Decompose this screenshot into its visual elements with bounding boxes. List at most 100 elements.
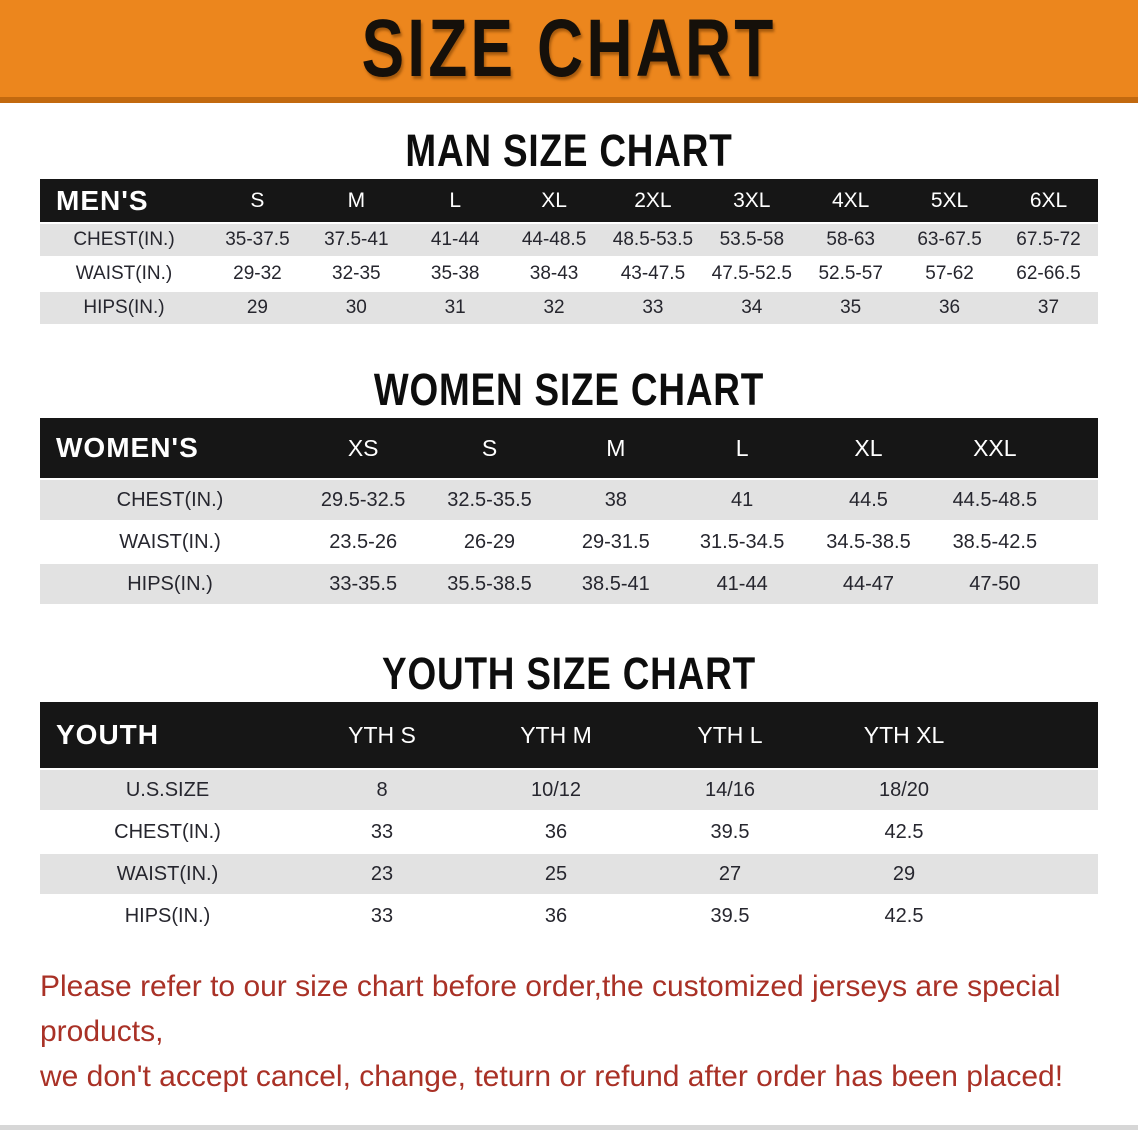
- value-cell: 57-62: [900, 258, 999, 290]
- value-cell: 48.5-53.5: [603, 224, 703, 256]
- spacer-cell: [991, 770, 1098, 810]
- column-header: 4XL: [801, 179, 901, 222]
- disclaimer-footnote: Please refer to our size chart before or…: [40, 964, 1118, 1099]
- value-cell: 36: [469, 812, 643, 852]
- value-cell: 34.5-38.5: [805, 522, 932, 562]
- column-header: XXL: [931, 418, 1058, 478]
- table-row: HIPS(IN.) 29 30 31 32 33 34 35 36 37: [40, 292, 1098, 324]
- row-label: CHEST(IN.): [40, 224, 208, 256]
- men-size-section: MAN SIZE CHART MEN'S S M L XL 2XL 3XL 4XL 5XL 6XL…: [0, 125, 1138, 326]
- table-row: CHEST(IN.) 29.5-32.5 32.5-35.5 38 41 44.5 44.5…: [40, 480, 1098, 520]
- column-header: XL: [805, 418, 932, 478]
- value-cell: 29-31.5: [552, 522, 679, 562]
- value-cell: 44-48.5: [504, 224, 604, 256]
- value-cell: 38: [552, 480, 679, 520]
- spacer-cell: [1058, 418, 1098, 478]
- value-cell: 44.5: [805, 480, 932, 520]
- value-cell: 62-66.5: [999, 258, 1098, 290]
- column-header: XL: [504, 179, 604, 222]
- value-cell: 35-37.5: [208, 224, 307, 256]
- value-cell: 42.5: [817, 812, 991, 852]
- column-header: YTH S: [295, 702, 469, 768]
- value-cell: 35.5-38.5: [426, 564, 553, 604]
- column-header: YTH M: [469, 702, 643, 768]
- column-header: YTH L: [643, 702, 817, 768]
- value-cell: 36: [469, 896, 643, 936]
- value-cell: 23: [295, 854, 469, 894]
- value-cell: 44-47: [805, 564, 932, 604]
- column-header: 3XL: [702, 179, 802, 222]
- row-label: U.S.SIZE: [40, 770, 295, 810]
- youth-size-table: YOUTH YTH S YTH M YTH L YTH XL U.S.SIZE 8 10/12…: [40, 700, 1098, 938]
- men-size-table: MEN'S S M L XL 2XL 3XL 4XL 5XL 6XL CHEST(IN.) 35-37…: [40, 177, 1098, 326]
- value-cell: 52.5-57: [801, 258, 901, 290]
- table-row: HIPS(IN.) 33-35.5 35.5-38.5 38.5-41 41-44 44-…: [40, 564, 1098, 604]
- value-cell: 41-44: [678, 564, 806, 604]
- women-size-table: WOMEN'S XS S M L XL XXL CHEST(IN.) 29.5-32.5 32.5…: [40, 416, 1098, 606]
- value-cell: 25: [469, 854, 643, 894]
- banner-title: SIZE CHART: [361, 2, 777, 94]
- column-header: 5XL: [900, 179, 999, 222]
- spacer-cell: [1058, 564, 1098, 604]
- value-cell: 47-50: [931, 564, 1058, 604]
- value-cell: 37: [999, 292, 1098, 324]
- value-cell: 58-63: [801, 224, 901, 256]
- row-label: HIPS(IN.): [40, 564, 300, 604]
- bottom-edge-strip: [0, 1125, 1138, 1130]
- column-header: 2XL: [603, 179, 703, 222]
- value-cell: 34: [702, 292, 802, 324]
- value-cell: 10/12: [469, 770, 643, 810]
- row-label: CHEST(IN.): [40, 480, 300, 520]
- column-header: M: [552, 418, 679, 478]
- value-cell: 37.5-41: [306, 224, 406, 256]
- table-group-label: MEN'S: [40, 179, 208, 222]
- header-row: MEN'S S M L XL 2XL 3XL 4XL 5XL 6XL: [40, 179, 1098, 222]
- value-cell: 67.5-72: [999, 224, 1098, 256]
- value-cell: 32-35: [306, 258, 406, 290]
- column-header: M: [306, 179, 406, 222]
- row-label: CHEST(IN.): [40, 812, 295, 852]
- column-header: YTH XL: [817, 702, 991, 768]
- value-cell: 43-47.5: [603, 258, 703, 290]
- value-cell: 29: [208, 292, 307, 324]
- value-cell: 35-38: [405, 258, 505, 290]
- value-cell: 41-44: [405, 224, 505, 256]
- table-row: WAIST(IN.) 29-32 32-35 35-38 38-43 43-47.5 47.…: [40, 258, 1098, 290]
- table-row: CHEST(IN.) 33 36 39.5 42.5: [40, 812, 1098, 852]
- row-label: HIPS(IN.): [40, 896, 295, 936]
- disclaimer-line-1: Please refer to our size chart before or…: [40, 970, 1061, 1048]
- banner: SIZE CHART: [0, 0, 1138, 103]
- value-cell: 18/20: [817, 770, 991, 810]
- table-row: WAIST(IN.) 23.5-26 26-29 29-31.5 31.5-34.5 34…: [40, 522, 1098, 562]
- value-cell: 44.5-48.5: [931, 480, 1058, 520]
- women-size-section: WOMEN SIZE CHART WOMEN'S XS S M L XL XXL CHEST(…: [0, 364, 1138, 606]
- value-cell: 63-67.5: [900, 224, 999, 256]
- value-cell: 33: [603, 292, 703, 324]
- column-header: XS: [300, 418, 427, 478]
- table-group-label: WOMEN'S: [40, 418, 300, 478]
- spacer-cell: [1058, 522, 1098, 562]
- youth-section-heading: YOUTH SIZE CHART: [382, 648, 756, 699]
- spacer-cell: [991, 854, 1098, 894]
- table-row: HIPS(IN.) 33 36 39.5 42.5: [40, 896, 1098, 936]
- disclaimer-line-2: we don't accept cancel, change, teturn o…: [40, 1060, 1064, 1093]
- value-cell: 39.5: [643, 896, 817, 936]
- row-label: WAIST(IN.): [40, 522, 300, 562]
- value-cell: 29.5-32.5: [300, 480, 427, 520]
- value-cell: 42.5: [817, 896, 991, 936]
- value-cell: 41: [678, 480, 806, 520]
- youth-size-section: YOUTH SIZE CHART YOUTH YTH S YTH M YTH L YTH…: [0, 648, 1138, 938]
- value-cell: 38-43: [504, 258, 604, 290]
- table-row: CHEST(IN.) 35-37.5 37.5-41 41-44 44-48.5 48.5…: [40, 224, 1098, 256]
- table-group-label: YOUTH: [40, 702, 295, 768]
- column-header: L: [405, 179, 505, 222]
- column-header: 6XL: [999, 179, 1098, 222]
- row-label: WAIST(IN.): [40, 258, 208, 290]
- table-row: U.S.SIZE 8 10/12 14/16 18/20: [40, 770, 1098, 810]
- value-cell: 26-29: [426, 522, 553, 562]
- value-cell: 29-32: [208, 258, 307, 290]
- value-cell: 32.5-35.5: [426, 480, 553, 520]
- value-cell: 23.5-26: [300, 522, 427, 562]
- value-cell: 14/16: [643, 770, 817, 810]
